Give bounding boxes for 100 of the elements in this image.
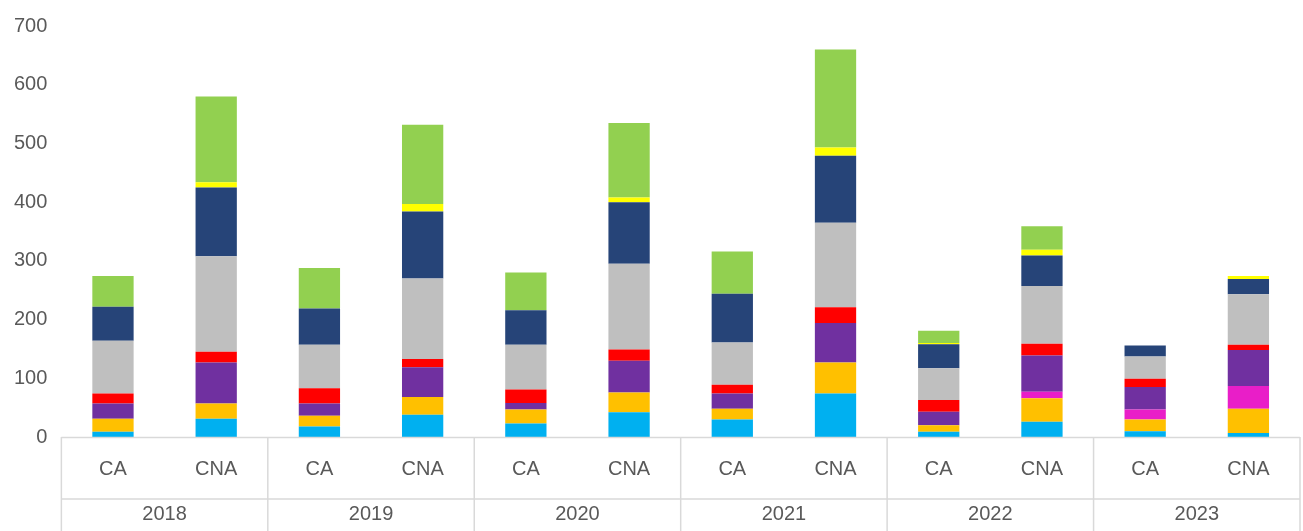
bar xyxy=(195,362,237,404)
x-tick-label: CNA xyxy=(607,456,651,479)
bar xyxy=(918,431,960,437)
bar xyxy=(1124,419,1166,432)
x-tick-label: CA xyxy=(1131,456,1160,479)
bar xyxy=(92,418,134,432)
text: 2018 xyxy=(142,501,187,524)
bar xyxy=(711,384,753,394)
bar xyxy=(298,388,341,404)
bar xyxy=(608,197,650,203)
bar xyxy=(1227,432,1270,437)
y-tick-label: 600 xyxy=(13,72,48,95)
bar xyxy=(918,425,960,432)
bar xyxy=(505,389,547,403)
bar xyxy=(195,351,237,363)
bar xyxy=(92,403,134,419)
bar xyxy=(1227,408,1270,433)
bar xyxy=(401,397,444,415)
text: 2020 xyxy=(555,501,600,524)
bar xyxy=(814,155,857,223)
bar xyxy=(298,308,341,345)
bar xyxy=(814,362,857,394)
y-tick-label: 700 xyxy=(13,13,48,36)
bar xyxy=(1227,350,1270,386)
x-tick-label: CNA xyxy=(1020,456,1064,479)
bar xyxy=(608,412,650,437)
bar xyxy=(1021,226,1063,250)
bar xyxy=(918,411,960,426)
bar xyxy=(1021,391,1063,399)
y-tick-label: 500 xyxy=(13,130,48,153)
text: 2022 xyxy=(968,501,1013,524)
text: 2021 xyxy=(761,501,807,524)
bar xyxy=(298,426,341,437)
bar xyxy=(505,310,547,345)
x-tick-label: CNA xyxy=(814,456,858,479)
bar xyxy=(711,393,753,409)
x-tick-label: CA xyxy=(511,456,541,479)
bar xyxy=(298,267,341,309)
bar xyxy=(1021,355,1063,392)
bar xyxy=(1124,345,1166,357)
y-tick-label: 100 xyxy=(13,365,48,388)
bar xyxy=(195,187,237,257)
bar xyxy=(918,344,960,369)
bar xyxy=(92,276,134,307)
bar xyxy=(298,403,341,416)
x-tick-label: CNA xyxy=(195,456,238,479)
bar xyxy=(608,122,650,198)
x-tick-label: CA xyxy=(924,456,954,479)
bar xyxy=(1227,279,1270,295)
bar xyxy=(711,342,753,385)
bar xyxy=(1227,344,1270,351)
bar xyxy=(1021,255,1063,287)
bar xyxy=(918,368,960,401)
text: 2023 xyxy=(1174,501,1220,524)
bar xyxy=(401,203,444,212)
bar xyxy=(814,147,857,156)
bar xyxy=(195,96,237,183)
bar xyxy=(711,251,753,294)
bar xyxy=(918,400,960,412)
bar xyxy=(1021,398,1063,422)
bar xyxy=(711,408,753,420)
bar xyxy=(298,344,341,389)
bar xyxy=(92,393,134,404)
y-tick-label: 300 xyxy=(13,248,48,271)
bar xyxy=(298,415,341,427)
bar xyxy=(608,360,650,393)
bar xyxy=(814,49,857,148)
x-tick-label: CA xyxy=(99,456,128,479)
y-tick-label: 0 xyxy=(36,424,48,447)
bar xyxy=(505,272,547,311)
x-tick-label: CA xyxy=(718,456,747,479)
bar xyxy=(92,306,134,341)
bar xyxy=(401,211,444,279)
bar xyxy=(505,409,547,424)
x-tick-label: CA xyxy=(305,456,334,479)
bar xyxy=(1021,421,1063,437)
bar xyxy=(1124,409,1166,420)
bar xyxy=(1124,356,1166,379)
bar xyxy=(1227,385,1270,409)
bar xyxy=(1124,387,1166,410)
bar xyxy=(505,423,547,437)
y-tick-label: 200 xyxy=(13,307,48,330)
x-tick-label: CNA xyxy=(1227,456,1271,479)
bar xyxy=(92,431,134,437)
bar xyxy=(401,278,444,359)
bar xyxy=(401,367,444,398)
bar xyxy=(608,263,650,350)
bar xyxy=(608,202,650,264)
bar xyxy=(505,344,547,390)
x-tick-label: CNA xyxy=(401,456,445,479)
bar xyxy=(1124,431,1166,437)
bar xyxy=(195,418,237,437)
bar xyxy=(918,330,960,344)
bar xyxy=(1021,343,1063,356)
bar xyxy=(608,349,650,361)
bar xyxy=(505,402,547,410)
bar xyxy=(814,307,857,324)
bar xyxy=(711,419,753,437)
bar xyxy=(1124,378,1166,388)
bar xyxy=(814,393,857,437)
